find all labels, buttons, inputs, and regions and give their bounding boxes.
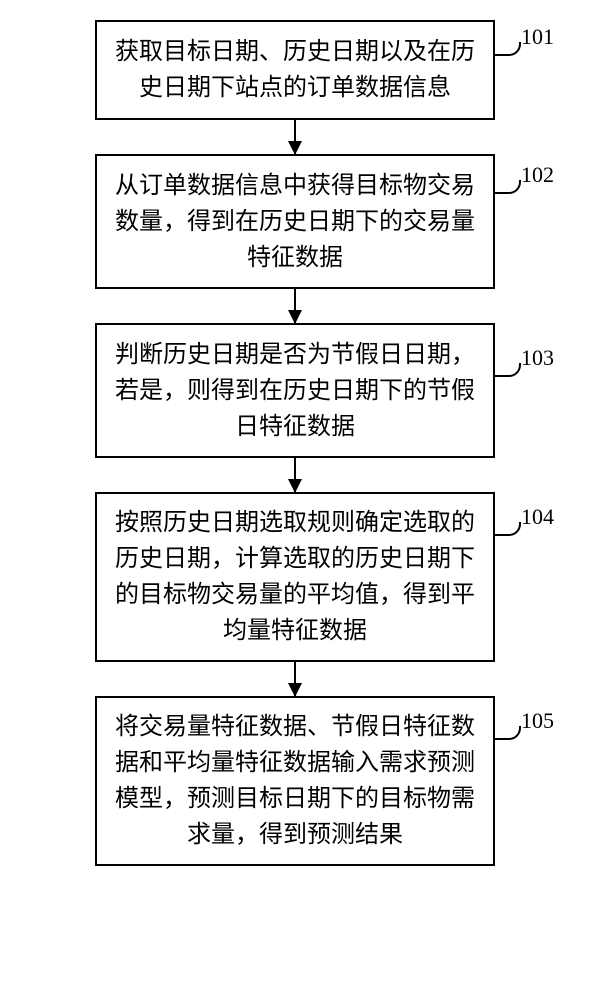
flow-arrow-4: [294, 662, 296, 696]
flow-label-2: 102: [521, 162, 554, 188]
label-connector-4: [493, 522, 521, 536]
label-connector-1: [493, 42, 521, 56]
label-connector-5: [493, 726, 521, 740]
flow-label-5: 105: [521, 708, 554, 734]
flowchart-container: 获取目标日期、历史日期以及在历史日期下站点的订单数据信息 101 从订单数据信息…: [0, 0, 590, 886]
flow-node-1-text: 获取目标日期、历史日期以及在历史日期下站点的订单数据信息: [115, 34, 475, 106]
flow-label-5-text: 105: [521, 708, 554, 733]
flow-label-3-text: 103: [521, 345, 554, 370]
flow-arrow-1: [294, 120, 296, 154]
flow-node-4-text: 按照历史日期选取规则确定选取的历史日期，计算选取的历史日期下的目标物交易量的平均…: [115, 505, 475, 649]
flow-row-4: 按照历史日期选取规则确定选取的历史日期，计算选取的历史日期下的目标物交易量的平均…: [40, 492, 550, 662]
flow-node-5-text: 将交易量特征数据、节假日特征数据和平均量特征数据输入需求预测模型，预测目标日期下…: [115, 709, 475, 853]
flow-label-4: 104: [521, 504, 554, 530]
flow-arrow-2: [294, 289, 296, 323]
flow-node-2-text: 从订单数据信息中获得目标物交易数量，得到在历史日期下的交易量特征数据: [115, 168, 475, 276]
flow-node-1: 获取目标日期、历史日期以及在历史日期下站点的订单数据信息: [95, 20, 495, 120]
flow-label-4-text: 104: [521, 504, 554, 529]
flow-label-2-text: 102: [521, 162, 554, 187]
flow-row-3: 判断历史日期是否为节假日日期，若是，则得到在历史日期下的节假日特征数据 103: [40, 323, 550, 458]
flow-arrow-3: [294, 458, 296, 492]
flow-label-3: 103: [521, 345, 554, 371]
flow-row-2: 从订单数据信息中获得目标物交易数量，得到在历史日期下的交易量特征数据 102: [40, 154, 550, 289]
flow-node-3-text: 判断历史日期是否为节假日日期，若是，则得到在历史日期下的节假日特征数据: [115, 337, 475, 445]
flow-row-1: 获取目标日期、历史日期以及在历史日期下站点的订单数据信息 101: [40, 20, 550, 120]
flow-node-5: 将交易量特征数据、节假日特征数据和平均量特征数据输入需求预测模型，预测目标日期下…: [95, 696, 495, 866]
flow-node-4: 按照历史日期选取规则确定选取的历史日期，计算选取的历史日期下的目标物交易量的平均…: [95, 492, 495, 662]
label-connector-2: [493, 180, 521, 194]
flow-node-2: 从订单数据信息中获得目标物交易数量，得到在历史日期下的交易量特征数据: [95, 154, 495, 289]
flow-label-1: 101: [521, 24, 554, 50]
label-connector-3: [493, 363, 521, 377]
flow-row-5: 将交易量特征数据、节假日特征数据和平均量特征数据输入需求预测模型，预测目标日期下…: [40, 696, 550, 866]
flow-node-3: 判断历史日期是否为节假日日期，若是，则得到在历史日期下的节假日特征数据: [95, 323, 495, 458]
flow-label-1-text: 101: [521, 24, 554, 49]
